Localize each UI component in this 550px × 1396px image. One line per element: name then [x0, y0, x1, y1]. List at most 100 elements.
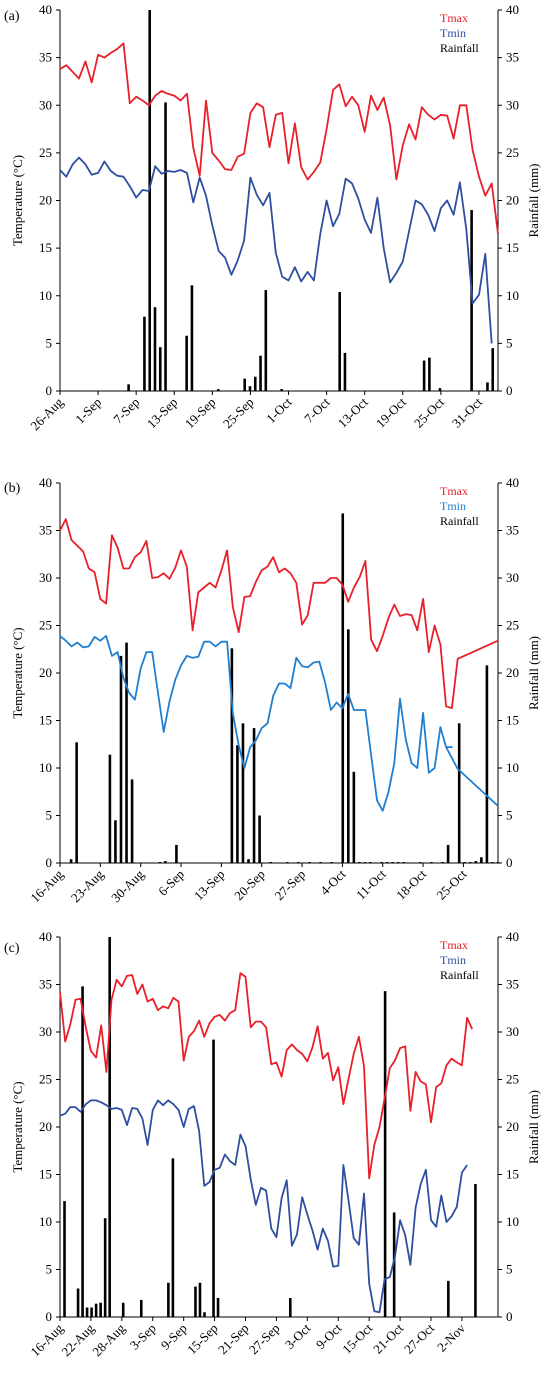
y-tick-label-right: 40: [506, 932, 519, 944]
y-axis-label-left: Temperature (°C): [10, 1081, 25, 1172]
rainfall-bar: [441, 862, 444, 864]
rainfall-bar: [485, 665, 489, 863]
rainfall-bar: [76, 1288, 80, 1317]
rainfall-bar: [127, 384, 130, 391]
panel-label: (a): [4, 9, 20, 24]
y-tick-label-left: 30: [39, 570, 52, 585]
rainfall-bar: [486, 382, 489, 391]
y-tick-label-right: 25: [506, 145, 519, 160]
y-tick-label-right: 35: [506, 50, 519, 65]
rainfall-bar: [352, 771, 356, 863]
rainfall-bar: [491, 348, 495, 391]
x-tick-label: 25-Oct: [411, 394, 447, 430]
rainfall-bar: [167, 1282, 170, 1317]
rainfall-bar: [243, 378, 246, 391]
chart-a: (a) 0 0 5 5 10 10 15 15 20 20 25 25 30 30 35 35 40 40 Tempe…: [4, 2, 541, 433]
x-tick-label: 25-Oct: [433, 866, 469, 902]
legend-entry-tmin: Tmin: [440, 26, 466, 40]
y-tick-label-left: 25: [39, 1072, 52, 1087]
x-tick-label: 7-Oct: [301, 394, 333, 426]
rainfall-bar: [148, 10, 152, 391]
x-tick-label: 25-Sep: [220, 395, 257, 432]
rainfall-bar: [422, 360, 426, 391]
y-axis-label-left: Temperature (°C): [10, 155, 25, 246]
rainfall-bar: [241, 723, 245, 863]
x-tick-label: 22-Aug: [58, 1320, 97, 1359]
rainfall-bar: [130, 779, 134, 863]
y-tick-label-left: 10: [39, 1214, 52, 1229]
rainfall-bar: [491, 862, 494, 864]
y-tick-label-right: 35: [506, 523, 519, 538]
rainfall-bar: [474, 1184, 477, 1317]
y-tick-label-right: 10: [506, 1214, 519, 1229]
rainfall-bar: [457, 723, 461, 863]
rainfall-bar: [428, 357, 431, 391]
y-tick-label-left: 10: [39, 760, 52, 775]
y-tick-label-right: 15: [506, 1167, 519, 1182]
y-tick-label-right: 35: [506, 977, 519, 992]
rainfall-bar: [81, 986, 84, 1317]
rainfall-bar: [121, 1302, 125, 1317]
panel-label: (c): [4, 941, 20, 956]
y-tick-label-right: 15: [506, 240, 519, 255]
y-tick-label-right: 0: [506, 383, 513, 398]
y-tick-label-right: 30: [506, 570, 519, 585]
y-tick-label-right: 30: [506, 97, 519, 112]
x-tick-label: 11-Oct: [353, 866, 389, 902]
rainfall-bar: [198, 1282, 202, 1317]
tmax-line: [59, 518, 499, 710]
y-tick-label-right: 5: [506, 335, 513, 350]
y-tick-label-left: 5: [46, 1262, 53, 1277]
chart-panel-c: (c) 0 0 5 5 10 10 15 15 20 20 25 25 30 30 35 35 40 40 Tempe…: [0, 929, 550, 1391]
rainfall-bar: [258, 815, 261, 863]
rainfall-bar: [63, 1201, 66, 1317]
rainfall-bar: [108, 754, 112, 863]
rainfall-bar: [480, 857, 483, 863]
x-tick-label: 16-Aug: [27, 1320, 66, 1359]
rainfall-bar: [164, 102, 167, 391]
rainfall-bar: [288, 1298, 292, 1317]
y-tick-label-left: 15: [39, 240, 52, 255]
y-tick-label-left: 35: [39, 523, 52, 538]
x-tick-label: 6-Sep: [155, 867, 187, 899]
rainfall-bar: [248, 386, 252, 391]
y-tick-label-right: 10: [506, 760, 519, 775]
rainfall-bar: [75, 742, 78, 863]
rainfall-bar: [90, 1307, 93, 1317]
rainfall-bars: [127, 10, 495, 391]
rainfall-bar: [217, 389, 220, 391]
rainfall-bar: [69, 859, 73, 863]
y-tick-label-right: 25: [506, 1072, 519, 1087]
y-tick-label-left: 5: [46, 808, 53, 823]
chart-panel-b: (b) 0 0 5 5 10 10 15 15 20 20 25 25 30 30 35 35 40 40 Tempe…: [0, 466, 550, 930]
x-tick-label: 23-Aug: [68, 866, 107, 905]
y-tick-label-left: 35: [39, 977, 52, 992]
rainfall-bar: [212, 1039, 215, 1317]
rainfall-bar: [402, 862, 406, 864]
legend-entry-rainfall: Rainfall: [440, 41, 479, 55]
panel-label: (b): [4, 481, 21, 496]
rainfall-bar: [164, 861, 167, 863]
y-tick-label-right: 20: [506, 193, 519, 208]
rainfall-bar: [496, 862, 500, 864]
x-tick-label: 1-Oct: [263, 394, 295, 426]
rainfall-bar: [103, 1218, 107, 1317]
rainfall-bar: [308, 862, 311, 864]
rainfall-bar: [99, 1302, 102, 1317]
x-tick-label: 19-Sep: [182, 395, 219, 432]
rainfall-bar: [252, 728, 256, 863]
y-tick-label-right: 5: [506, 808, 513, 823]
rainfall-bar: [385, 862, 389, 864]
y-axis-label-right: Rainfall (mm): [526, 1090, 541, 1164]
rainfall-bar: [474, 861, 478, 863]
x-tick-label: 26-Aug: [27, 394, 66, 433]
y-tick-label-left: 10: [39, 288, 52, 303]
legend-entry-rainfall: Rainfall: [440, 514, 479, 528]
x-tick-label: 18-Oct: [393, 866, 429, 902]
rainfall-bar: [391, 862, 394, 864]
y-tick-label-left: 0: [46, 1309, 53, 1324]
rainfall-bar: [430, 862, 433, 864]
tmin-line: [59, 156, 493, 344]
y-tick-label-left: 15: [39, 713, 52, 728]
